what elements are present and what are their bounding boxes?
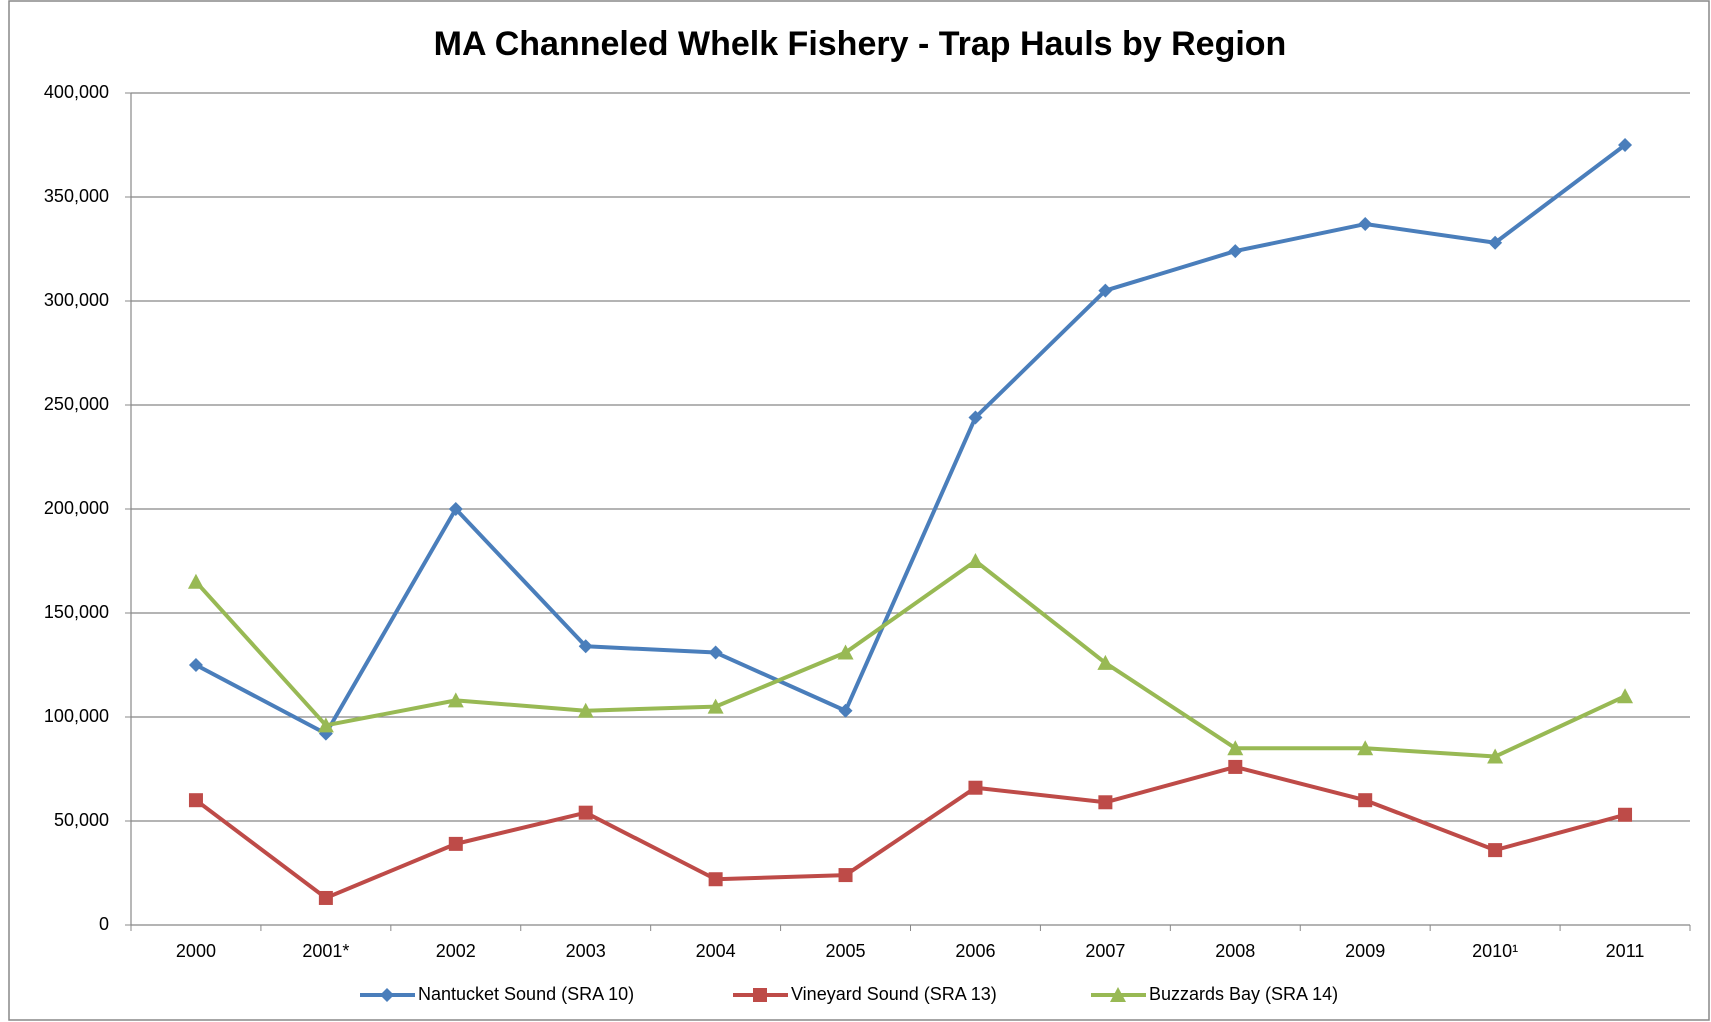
legend-label: Nantucket Sound (SRA 10) xyxy=(418,984,634,1004)
y-tick-label: 0 xyxy=(99,914,109,934)
x-tick-label: 2009 xyxy=(1345,941,1385,961)
legend-label: Vineyard Sound (SRA 13) xyxy=(791,984,997,1004)
data-point xyxy=(1227,740,1244,756)
data-point xyxy=(967,553,984,568)
series-line xyxy=(195,143,1627,736)
data-point xyxy=(1488,843,1503,858)
x-tick-label: 2001* xyxy=(302,941,349,961)
data-point xyxy=(1357,740,1374,756)
data-point xyxy=(708,645,723,660)
x-tick-label: 2004 xyxy=(696,941,736,961)
y-tick-label: 400,000 xyxy=(44,82,109,102)
data-point xyxy=(1487,748,1504,764)
x-tick-label: 2010¹ xyxy=(1472,941,1518,961)
y-tick-label: 50,000 xyxy=(54,810,109,830)
data-point xyxy=(838,703,853,718)
x-tick-label: 2003 xyxy=(566,941,606,961)
y-tick-label: 350,000 xyxy=(44,186,109,206)
chart-title: MA Channeled Whelk Fishery - Trap Hauls … xyxy=(434,25,1287,63)
data-point xyxy=(1617,688,1634,704)
data-point xyxy=(317,717,334,733)
data-point xyxy=(1098,283,1113,298)
chart-frame xyxy=(8,0,1710,1021)
data-point xyxy=(1618,807,1633,822)
data-point xyxy=(447,692,464,708)
x-tick-label: 2011 xyxy=(1606,941,1645,961)
data-point xyxy=(578,639,593,654)
data-point xyxy=(837,644,854,660)
y-tick-label: 200,000 xyxy=(44,498,109,518)
data-point xyxy=(188,658,203,672)
x-tick-label: 2000 xyxy=(176,941,216,961)
data-point xyxy=(578,805,593,820)
legend-marker xyxy=(380,988,394,1002)
data-point xyxy=(1358,217,1373,232)
data-point xyxy=(1228,759,1243,774)
data-point xyxy=(1358,793,1373,808)
data-point xyxy=(1097,654,1114,670)
data-point xyxy=(1488,235,1503,250)
data-point xyxy=(188,793,203,808)
data-point xyxy=(968,780,983,795)
legend-marker xyxy=(753,988,767,1002)
y-tick-label: 250,000 xyxy=(44,394,109,414)
data-point xyxy=(838,868,853,883)
data-point xyxy=(1098,795,1113,810)
data-point xyxy=(577,702,594,718)
data-point xyxy=(708,872,723,887)
data-point xyxy=(968,410,983,425)
y-tick-label: 100,000 xyxy=(44,706,109,726)
data-point xyxy=(318,890,333,905)
x-tick-label: 2007 xyxy=(1085,941,1125,961)
data-point xyxy=(448,502,463,516)
legend-marker xyxy=(1110,987,1126,1002)
data-point xyxy=(187,573,204,589)
series-line xyxy=(194,559,1626,759)
x-tick-label: 2005 xyxy=(826,941,866,961)
x-tick-label: 2002 xyxy=(436,941,476,961)
data-point xyxy=(707,698,724,714)
data-point xyxy=(1618,138,1633,152)
data-point xyxy=(1228,244,1243,259)
series-line xyxy=(194,764,1626,900)
y-tick-label: 300,000 xyxy=(44,290,109,310)
x-tick-label: 2008 xyxy=(1215,941,1255,961)
data-point xyxy=(448,836,463,851)
y-tick-label: 150,000 xyxy=(44,602,109,622)
x-tick-label: 2006 xyxy=(955,941,995,961)
legend-label: Buzzards Bay (SRA 14) xyxy=(1149,984,1338,1004)
